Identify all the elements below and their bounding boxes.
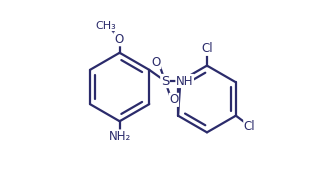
Text: NH: NH bbox=[176, 74, 193, 88]
Text: O: O bbox=[169, 93, 179, 106]
Text: O: O bbox=[114, 33, 123, 46]
Text: CH₃: CH₃ bbox=[96, 21, 116, 30]
Text: Cl: Cl bbox=[244, 120, 255, 133]
Text: O: O bbox=[151, 56, 161, 69]
Text: NH₂: NH₂ bbox=[109, 130, 131, 143]
Text: Cl: Cl bbox=[201, 42, 213, 55]
Text: S: S bbox=[161, 74, 169, 88]
